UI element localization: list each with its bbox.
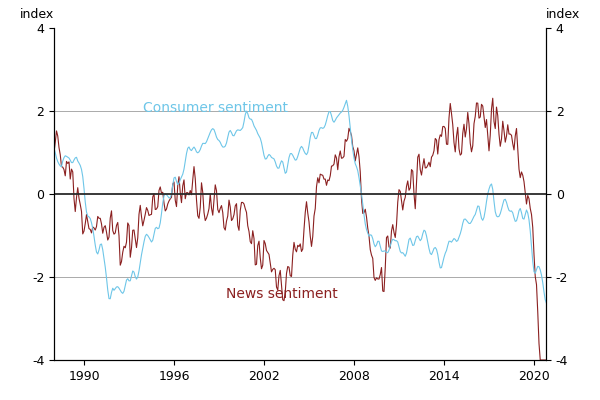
Text: Consumer sentiment: Consumer sentiment [143, 101, 287, 115]
Text: News sentiment: News sentiment [226, 286, 338, 301]
Text: index: index [546, 8, 580, 21]
Text: index: index [20, 8, 54, 21]
